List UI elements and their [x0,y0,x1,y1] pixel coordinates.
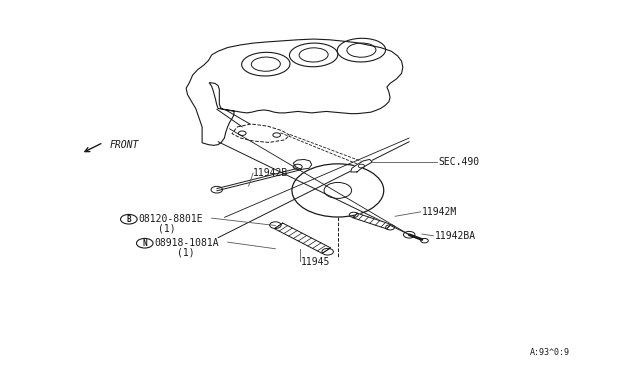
Text: (1): (1) [177,247,195,257]
Text: 08120-8801E: 08120-8801E [138,214,203,224]
Text: 11942B: 11942B [253,168,289,178]
Text: FRONT: FRONT [109,140,139,150]
Text: A:93^0:9: A:93^0:9 [531,348,570,357]
Text: 11942BA: 11942BA [435,231,476,241]
Text: B: B [127,215,131,224]
Polygon shape [351,160,372,172]
Polygon shape [293,160,312,169]
Text: (1): (1) [157,224,175,234]
Text: 08918-1081A: 08918-1081A [154,238,219,248]
Text: SEC.490: SEC.490 [438,157,479,167]
Polygon shape [275,223,331,253]
Polygon shape [353,213,391,229]
Text: N: N [143,239,147,248]
Text: 11942M: 11942M [422,207,457,217]
Text: 11945: 11945 [301,257,330,267]
